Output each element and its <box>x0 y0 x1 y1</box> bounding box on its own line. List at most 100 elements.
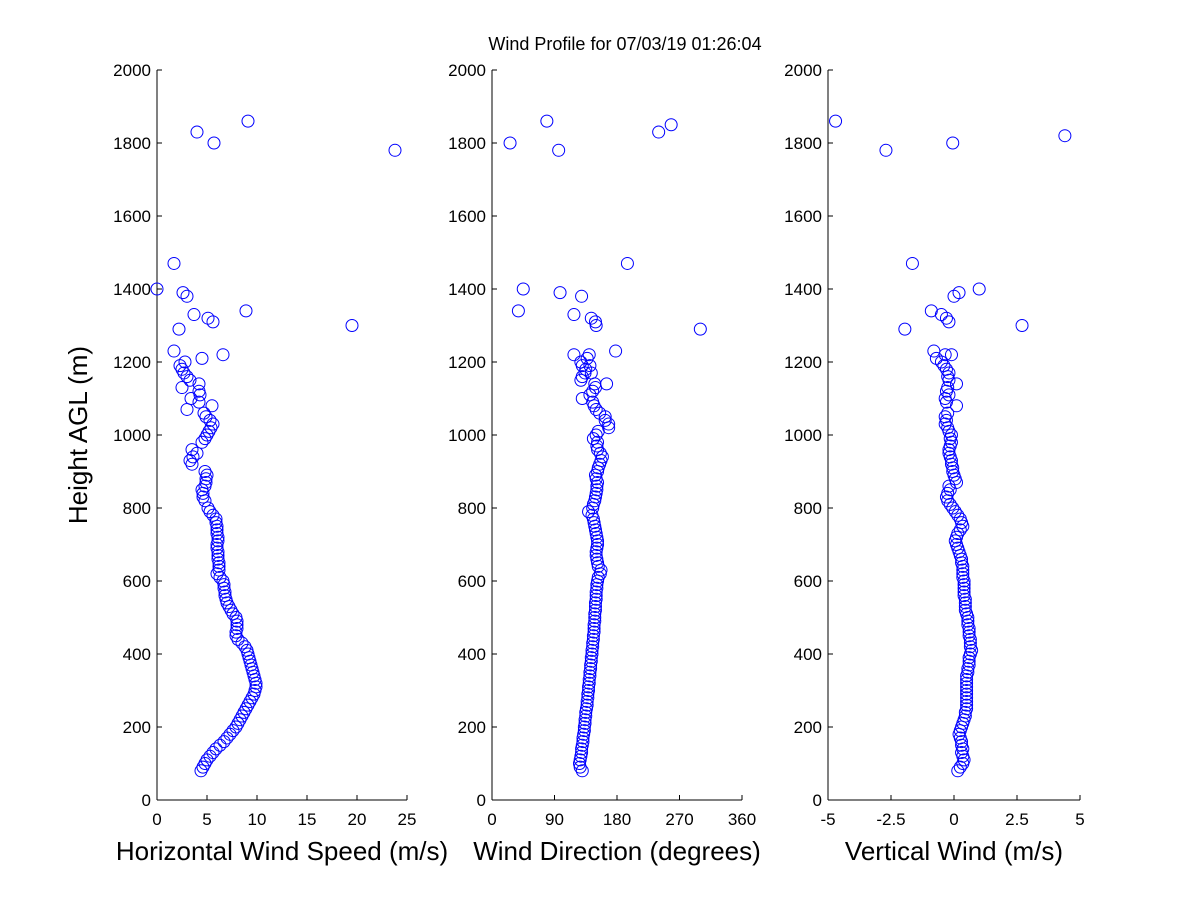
direction-data-point <box>586 384 600 398</box>
direction-data-point <box>588 600 602 614</box>
vertical-data-point <box>948 505 962 519</box>
speed-data-point <box>192 395 206 409</box>
vertical-data-point <box>957 578 971 592</box>
speed-data-point <box>180 289 194 303</box>
speed-data-point <box>167 344 181 358</box>
vertical-data-point <box>946 465 960 478</box>
speed-data-point <box>206 417 220 431</box>
vertical-data-point <box>958 603 972 617</box>
speed-data-point <box>198 757 212 770</box>
speed-x-tick-label: 5 <box>202 810 211 829</box>
vertical-data-point <box>941 486 955 500</box>
speed-x-tick-label: 25 <box>398 810 417 829</box>
direction-data-point <box>587 621 601 635</box>
vertical-y-tick-label: 1400 <box>784 280 822 299</box>
vertical-data-point <box>879 143 893 157</box>
direction-data-point <box>575 289 589 303</box>
speed-y-tick-label: 400 <box>123 645 151 664</box>
direction-data-point <box>586 632 600 646</box>
direction-y-tick-label: 1400 <box>448 280 486 299</box>
speed-data-point <box>210 527 224 541</box>
direction-data-point <box>693 322 707 336</box>
vertical-data-point <box>960 698 974 712</box>
speed-data-point <box>192 384 206 398</box>
vertical-data-point <box>962 625 976 639</box>
speed-data-point <box>240 643 254 657</box>
speed-data-point <box>241 114 255 128</box>
direction-data-point <box>583 669 597 683</box>
speed-data-point <box>231 632 245 646</box>
vertical-data-point <box>950 399 964 413</box>
speed-data-point <box>226 607 240 621</box>
direction-y-tick-label: 1200 <box>448 353 486 372</box>
vertical-data-point <box>957 581 971 595</box>
speed-data-point <box>175 362 189 376</box>
speed-data-point <box>229 720 243 734</box>
direction-data-point <box>588 603 602 617</box>
speed-data-point <box>199 410 213 424</box>
vertical-data-point <box>1058 129 1072 143</box>
vertical-y-tick-label: 800 <box>794 499 822 518</box>
figure-title: Wind Profile for 07/03/19 01:26:04 <box>488 34 761 54</box>
speed-data-point <box>233 713 247 727</box>
vertical-data-point <box>941 381 955 395</box>
vertical-data-point <box>958 596 972 610</box>
vertical-data-point <box>960 680 974 694</box>
direction-x-tick-label: 90 <box>545 810 564 829</box>
vertical-data-point <box>960 684 974 697</box>
speed-y-tick-label: 1600 <box>113 207 151 226</box>
direction-data-point <box>582 505 596 519</box>
direction-data-point <box>586 640 600 654</box>
speed-data-point <box>195 351 209 365</box>
speed-data-point <box>213 738 227 752</box>
speed-data-point <box>197 406 211 420</box>
vertical-data-point <box>960 702 974 716</box>
vertical-data-point <box>829 114 843 128</box>
vertical-data-point <box>961 665 975 679</box>
speed-data-point <box>241 698 255 712</box>
vertical-y-tick-label: 200 <box>794 718 822 737</box>
vertical-data-point <box>941 406 955 420</box>
speed-data-point <box>190 125 204 139</box>
direction-x-tick-label: 0 <box>487 810 496 829</box>
direction-data-point <box>582 684 596 697</box>
vertical-data-point <box>905 256 919 270</box>
direction-data-point <box>584 654 598 668</box>
speed-data-point <box>176 286 190 300</box>
vertical-y-tick-label: 1000 <box>784 426 822 445</box>
vertical-data-point <box>952 286 966 300</box>
direction-data-point <box>585 647 599 661</box>
speed-x-tick-label: 15 <box>298 810 317 829</box>
direction-data-point <box>580 698 594 712</box>
direction-data-point <box>590 581 604 595</box>
direction-data-point <box>591 538 605 551</box>
direction-data-point <box>576 735 590 749</box>
speed-data-point <box>239 702 253 716</box>
speed-x-tick-label: 20 <box>348 810 367 829</box>
vertical-data-point <box>938 410 952 424</box>
direction-data-point <box>620 256 634 270</box>
speed-data-point <box>184 392 198 405</box>
speed-data-point <box>218 589 232 603</box>
speed-data-point <box>180 370 194 384</box>
direction-data-point <box>574 355 588 369</box>
direction-data-point <box>575 746 589 760</box>
speed-data-point <box>195 435 209 449</box>
vertical-data-point <box>950 377 964 391</box>
speed-y-tick-label: 2000 <box>113 61 151 80</box>
direction-data-point <box>588 315 602 329</box>
vertical-x-tick-label: 5 <box>1075 810 1084 829</box>
speed-data-point <box>235 709 249 723</box>
speed-data-point <box>185 443 199 457</box>
vertical-data-point <box>953 523 967 537</box>
direction-y-tick-label: 400 <box>458 645 486 664</box>
speed-data-point <box>226 724 240 738</box>
speed-data-point <box>229 629 243 643</box>
speed-data-point <box>194 764 208 778</box>
speed-data-point <box>186 450 200 464</box>
speed-data-point <box>198 465 212 478</box>
speed-data-point <box>209 516 223 530</box>
speed-data-point <box>177 366 191 380</box>
direction-data-point <box>609 344 623 358</box>
